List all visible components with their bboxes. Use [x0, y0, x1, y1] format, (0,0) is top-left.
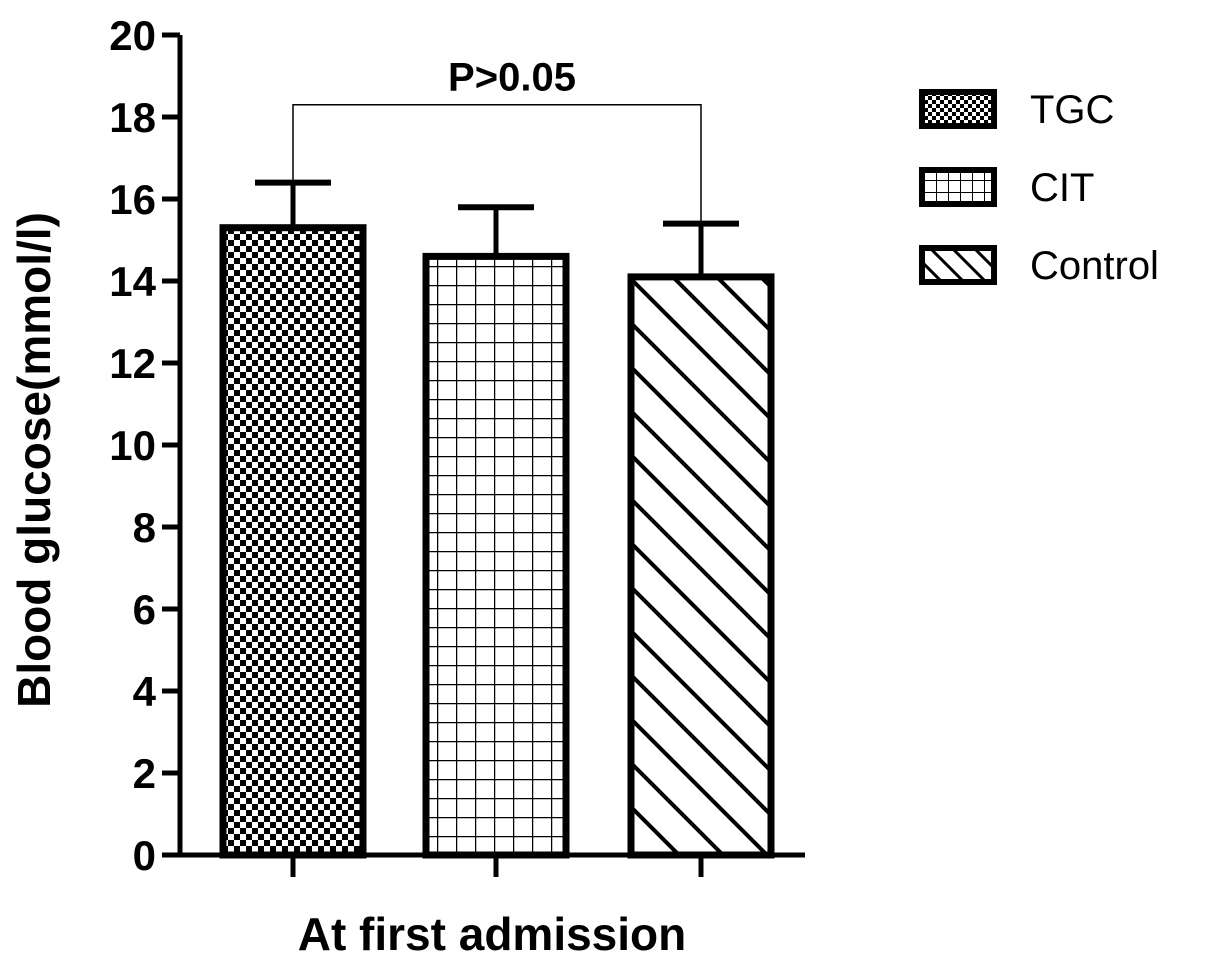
y-tick-label: 0 [133, 832, 156, 879]
legend-swatch-control [919, 245, 997, 285]
y-tick-label: 4 [133, 668, 157, 715]
y-tick-label: 8 [133, 504, 156, 551]
y-tick-label: 20 [109, 12, 156, 59]
legend-label-cit: CIT [1030, 166, 1094, 210]
y-tick-label: 12 [109, 340, 156, 387]
legend-swatch-cit [919, 167, 997, 207]
p-value-label: P>0.05 [448, 56, 576, 100]
legend: TGC CIT Control [919, 88, 1159, 288]
y-axis-label: Blood glucose(mmol/l) [8, 212, 60, 708]
significance-annotation: P>0.05 [292, 56, 702, 224]
y-tick-label: 14 [109, 258, 156, 305]
y-tick-label: 18 [109, 94, 156, 141]
significance-bracket [292, 103, 702, 224]
legend-label-tgc: TGC [1030, 88, 1114, 132]
legend-label-control: Control [1030, 244, 1159, 288]
y-tick-label: 2 [133, 750, 156, 797]
bar-control [627, 273, 775, 859]
bar-tgc [219, 224, 367, 859]
x-axis-label: At first admission [298, 908, 687, 960]
bars [219, 224, 775, 859]
y-tick-label: 16 [109, 176, 156, 223]
y-axis: 0 2 4 6 8 10 12 14 16 18 20 [109, 12, 183, 879]
y-tick-label: 6 [133, 586, 156, 633]
legend-swatch-tgc [919, 89, 997, 129]
bar-cit [422, 252, 570, 859]
y-tick-label: 10 [109, 422, 156, 469]
